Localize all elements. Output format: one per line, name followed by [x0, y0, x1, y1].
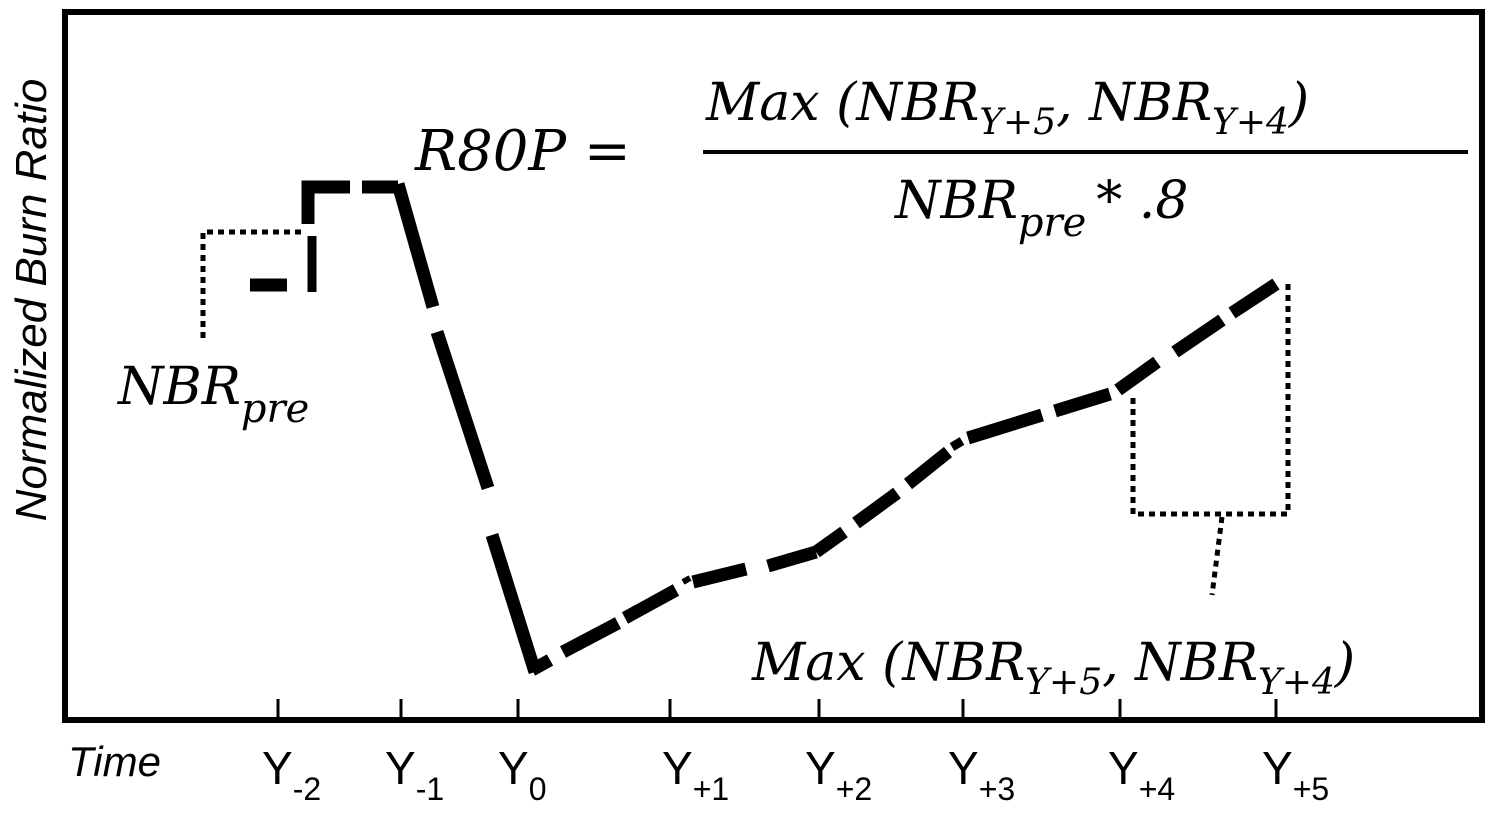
trajectory-dash [812, 526, 848, 558]
tick-labels: Y-2 Y-1 Y0 Y+1 Y+2 Y+3 Y+4 Y+5 [262, 742, 1329, 807]
trajectory-dash [1053, 387, 1112, 418]
formula-numerator: Max (NBRY+5, NBRY+4) [705, 73, 1309, 143]
max-bracket [1130, 283, 1291, 596]
tick-label-y0: Y0 [498, 742, 546, 807]
formula-lhs: R80P = [414, 119, 631, 184]
trajectory-dash [559, 617, 622, 658]
max-label: Max (NBRY+5, NBRY+4) [751, 633, 1355, 703]
trajectory-dash [301, 180, 350, 224]
trajectory-dash [1171, 314, 1226, 358]
trajectory-dash [1228, 278, 1280, 319]
y-axis-label: Normalized Burn Ratio [7, 79, 56, 522]
trajectory-dash [528, 654, 554, 676]
nbr-pre-bracket [200, 229, 305, 338]
trajectory-dash [1114, 356, 1161, 396]
tick-label-y+2: Y+2 [805, 742, 872, 807]
trajectory-dash [949, 437, 965, 451]
tick-label-y+3: Y+3 [948, 742, 1015, 807]
r80p-formula: R80P = Max (NBRY+5, NBRY+4) NBRpre * .8 [414, 73, 1468, 246]
trajectory-dash [621, 584, 680, 624]
trajectory-dash [852, 487, 901, 529]
tick-label-y+5: Y+5 [1262, 742, 1329, 807]
x-axis-label: Time [68, 738, 161, 785]
max-bracket-box [1130, 283, 1291, 517]
tick-label-y+1: Y+1 [662, 742, 729, 807]
trajectory-dash [430, 329, 495, 491]
nbr-trajectory [250, 180, 1280, 676]
tick-label-y-1: Y-1 [385, 742, 444, 807]
tick-marks [276, 699, 1278, 717]
tick-label-y+4: Y+4 [1108, 742, 1175, 807]
max-bracket-stem [1209, 516, 1225, 596]
trajectory-dash [766, 545, 818, 573]
nbr-pre-label: NBRpre [116, 357, 309, 432]
trajectory-dash [391, 182, 440, 309]
trajectory-dash [691, 562, 748, 589]
tick-label-y-2: Y-2 [262, 742, 321, 807]
trajectory-dash [903, 446, 953, 490]
trajectory-dash [966, 408, 1044, 445]
trajectory-dash [681, 575, 692, 585]
plot-frame [62, 9, 1485, 723]
formula-denominator: NBRpre * .8 [893, 171, 1188, 246]
trajectory-dash [485, 533, 542, 674]
